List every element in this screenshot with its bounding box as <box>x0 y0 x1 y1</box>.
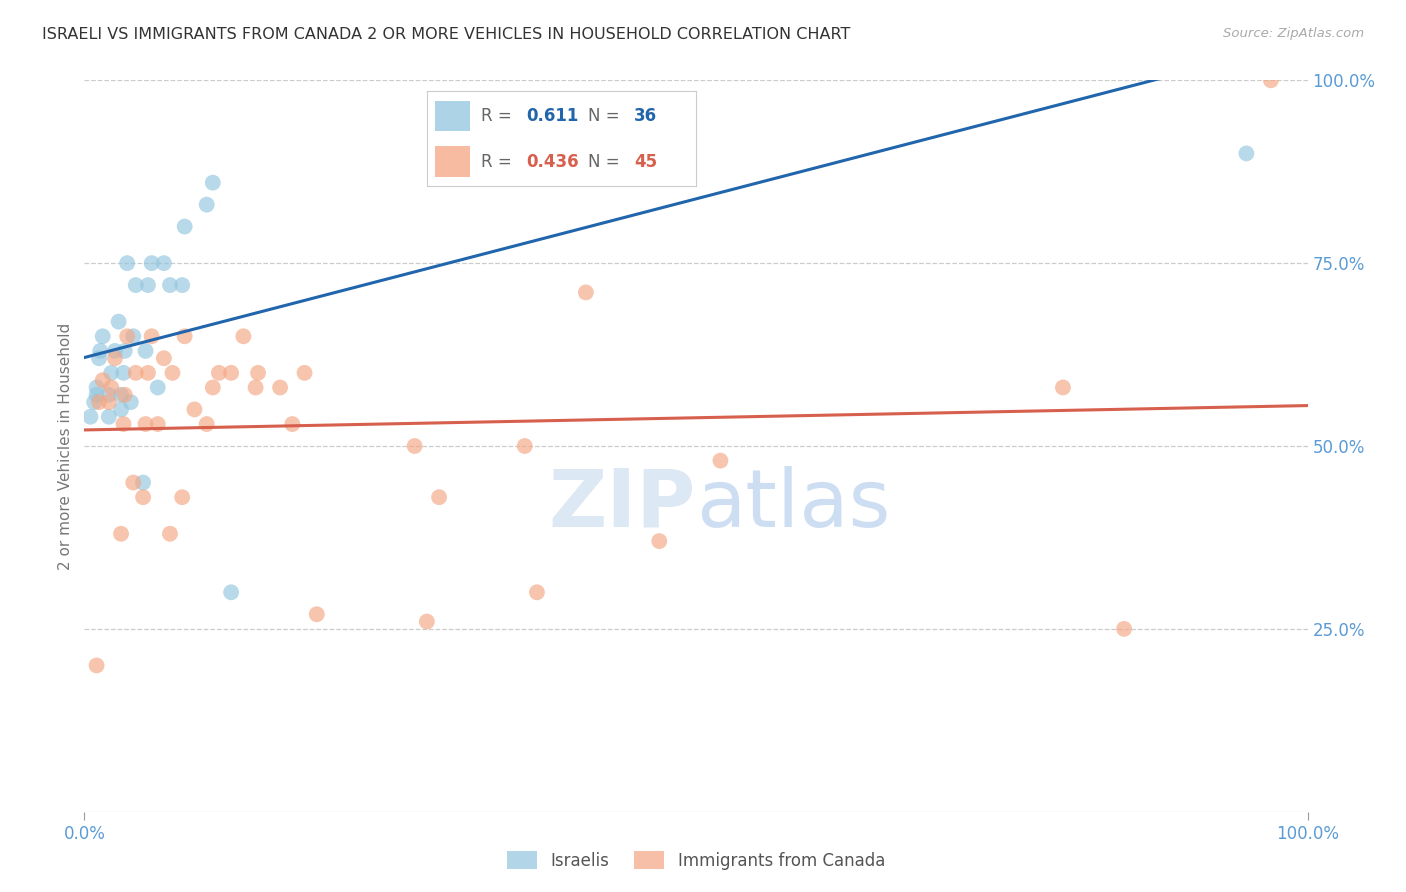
Point <box>153 351 176 366</box>
Point <box>404 439 426 453</box>
Point <box>97 409 120 424</box>
Text: R =: R = <box>481 153 516 170</box>
Point <box>114 343 136 358</box>
Point <box>247 366 270 380</box>
Point <box>97 388 120 402</box>
Point <box>709 453 731 467</box>
Point <box>135 343 157 358</box>
Text: ISRAELI VS IMMIGRANTS FROM CANADA 2 OR MORE VEHICLES IN HOUSEHOLD CORRELATION CH: ISRAELI VS IMMIGRANTS FROM CANADA 2 OR M… <box>42 27 851 42</box>
Point <box>110 402 132 417</box>
Point <box>125 366 148 380</box>
Point <box>1236 146 1258 161</box>
Point <box>648 534 671 549</box>
Point <box>114 388 136 402</box>
Point <box>110 526 132 541</box>
Point <box>100 366 122 380</box>
Point <box>294 366 316 380</box>
Text: atlas: atlas <box>696 466 890 543</box>
Point <box>526 585 548 599</box>
Point <box>1052 380 1074 394</box>
Text: 45: 45 <box>634 153 657 170</box>
Point <box>135 417 157 431</box>
Point <box>86 380 108 394</box>
Point <box>219 366 242 380</box>
Point <box>79 409 101 424</box>
Text: 36: 36 <box>634 107 657 125</box>
Point <box>183 402 205 417</box>
Point <box>122 329 145 343</box>
Point <box>281 417 304 431</box>
Point <box>122 475 145 490</box>
Text: R =: R = <box>481 107 516 125</box>
Point <box>159 526 181 541</box>
Point <box>136 278 159 293</box>
Bar <box>434 146 470 177</box>
Point <box>120 395 142 409</box>
Point <box>269 380 291 394</box>
Point <box>136 366 159 380</box>
Point <box>132 490 155 504</box>
Point <box>562 153 585 168</box>
Text: Source: ZipAtlas.com: Source: ZipAtlas.com <box>1223 27 1364 40</box>
Point <box>87 395 110 409</box>
Point <box>201 176 224 190</box>
Point <box>132 475 155 490</box>
Bar <box>434 101 470 131</box>
Point <box>195 197 218 211</box>
Point <box>89 343 111 358</box>
Text: 0.436: 0.436 <box>526 153 579 170</box>
Text: 0.611: 0.611 <box>526 107 579 125</box>
Point <box>173 329 195 343</box>
Point <box>172 490 194 504</box>
Point <box>91 373 114 387</box>
Point <box>115 256 138 270</box>
Point <box>575 285 598 300</box>
Point <box>112 417 135 431</box>
Text: N =: N = <box>588 107 626 125</box>
Point <box>87 351 110 366</box>
Point <box>173 219 195 234</box>
Point <box>112 366 135 380</box>
Point <box>97 395 120 409</box>
Point <box>201 380 224 394</box>
Point <box>115 329 138 343</box>
Point <box>153 256 176 270</box>
Point <box>416 615 439 629</box>
Point <box>538 153 561 168</box>
Point <box>162 366 184 380</box>
Point <box>125 278 148 293</box>
Point <box>305 607 328 622</box>
Point <box>141 256 163 270</box>
Text: ZIP: ZIP <box>548 466 696 543</box>
Point <box>195 417 218 431</box>
Legend: Israelis, Immigrants from Canada: Israelis, Immigrants from Canada <box>501 845 891 877</box>
Point <box>159 278 181 293</box>
Point <box>245 380 267 394</box>
Point <box>427 490 450 504</box>
Point <box>1114 622 1136 636</box>
Point <box>104 351 127 366</box>
Point <box>513 439 536 453</box>
Point <box>86 658 108 673</box>
Point <box>208 366 231 380</box>
Point <box>83 395 105 409</box>
Point <box>232 329 254 343</box>
Point <box>219 585 242 599</box>
Point <box>172 278 194 293</box>
Point <box>104 343 127 358</box>
Y-axis label: 2 or more Vehicles in Household: 2 or more Vehicles in Household <box>58 322 73 570</box>
Point <box>146 417 169 431</box>
Point <box>575 153 598 168</box>
Point <box>107 315 129 329</box>
Point <box>110 388 132 402</box>
Point <box>141 329 163 343</box>
Point <box>91 329 114 343</box>
Point <box>1260 73 1282 87</box>
Point <box>86 388 108 402</box>
Point <box>146 380 169 394</box>
Point <box>100 380 122 394</box>
Text: N =: N = <box>588 153 626 170</box>
